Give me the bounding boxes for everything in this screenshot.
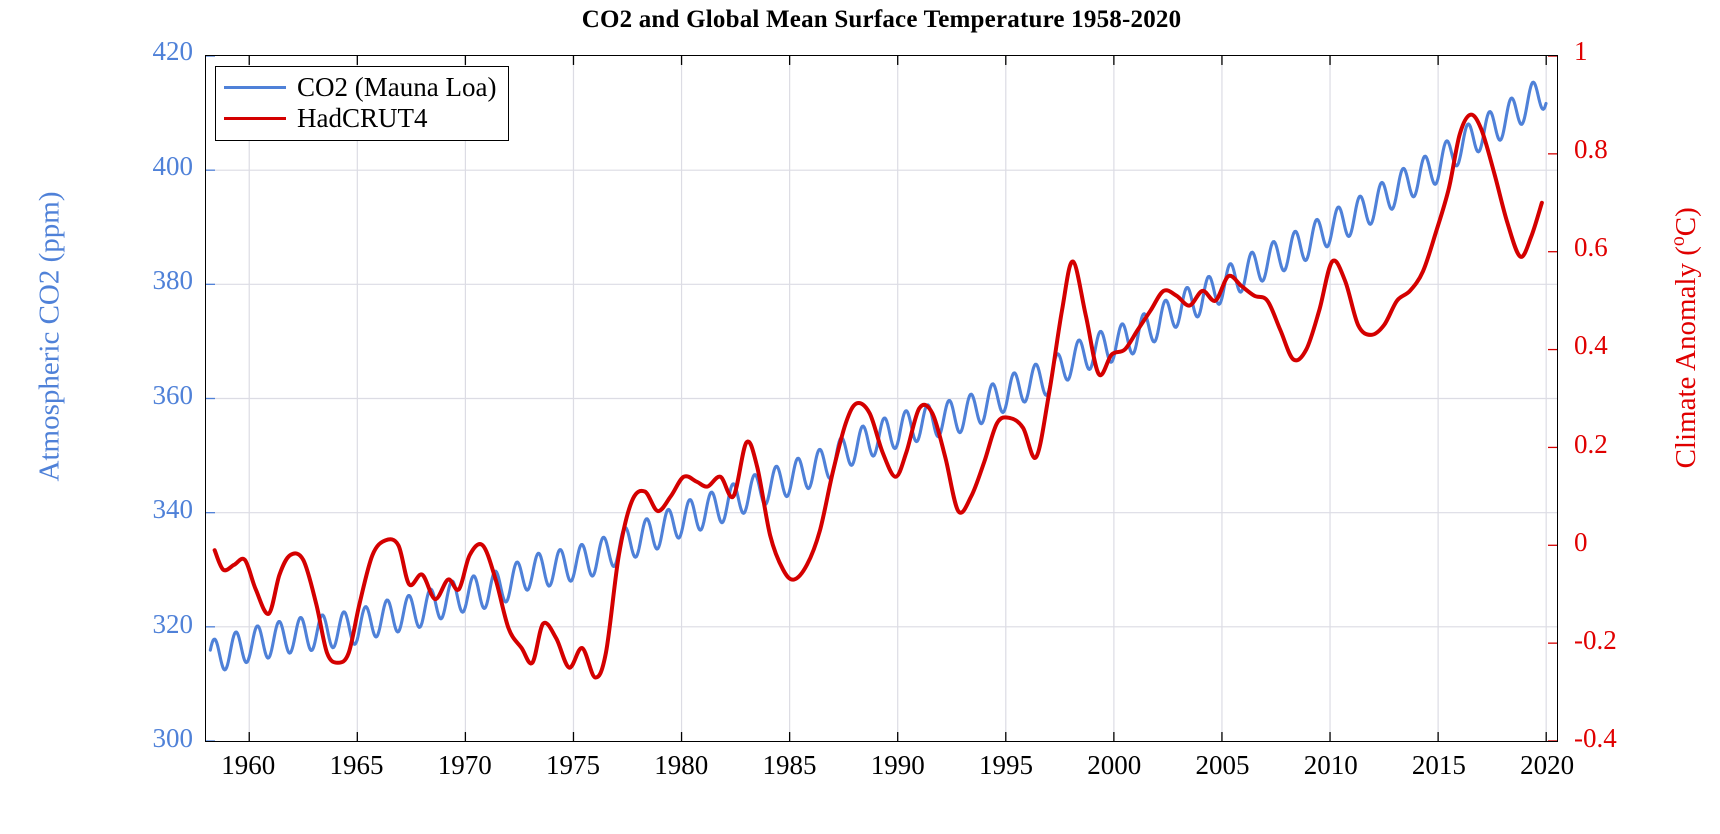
degree-symbol: o — [1667, 236, 1690, 247]
bottom-axis-tick-2020: 2020 — [1520, 750, 1575, 780]
hadcrut4-series-line — [212, 112, 1544, 680]
right-axis-tick-0p6: 0.6 — [1574, 232, 1608, 263]
legend-item-co2[interactable]: CO2 (Mauna Loa) — [224, 72, 496, 103]
right-axis-tick-neg0p2: -0.2 — [1574, 624, 1617, 655]
left-axis-tick-420: 420 — [152, 36, 194, 66]
left-axis-tick-360: 360 — [152, 379, 194, 410]
left-axis-tick-400: 400 — [152, 150, 194, 181]
bottom-axis-tick-1975: 1975 — [546, 750, 601, 780]
legend-swatch-hadcrut4 — [224, 117, 286, 120]
left-axis-tick-320: 320 — [152, 608, 194, 639]
bottom-axis-tick-1990: 1990 — [870, 750, 925, 780]
bottom-axis-tick-2010: 2010 — [1303, 750, 1358, 780]
bottom-axis-tick-1960: 1960 — [221, 750, 276, 780]
right-axis-title: Climate Anomaly (oC) — [1667, 108, 1703, 568]
gridlines — [206, 56, 1557, 741]
right-axis-tick-1: 1 — [1574, 36, 1588, 66]
bottom-axis-tick-2000: 2000 — [1087, 750, 1142, 780]
legend-label-hadcrut4: HadCRUT4 — [297, 103, 428, 133]
legend-label-co2: CO2 (Mauna Loa) — [297, 72, 497, 102]
bottom-axis-tick-2015: 2015 — [1411, 750, 1466, 780]
chart-legend[interactable]: CO2 (Mauna Loa) HadCRUT4 — [215, 66, 510, 141]
bottom-axis-tick-2005: 2005 — [1195, 750, 1250, 780]
bottom-axis-tick-1980: 1980 — [654, 750, 709, 780]
bottom-axis-tick-1995: 1995 — [978, 750, 1033, 780]
axis-tick-marks — [206, 56, 1557, 741]
left-axis-title: Atmospheric CO2 (ppm) — [33, 191, 66, 482]
bottom-axis-tick-1970: 1970 — [437, 750, 492, 780]
left-axis-tick-340: 340 — [152, 494, 194, 524]
bottom-axis-tick-1965: 1965 — [329, 750, 384, 780]
right-axis-title-tail: C) — [1669, 207, 1702, 237]
plot-area — [205, 55, 1558, 742]
legend-swatch-co2 — [224, 86, 286, 89]
bottom-axis-tick-1985: 1985 — [762, 750, 817, 780]
chart-title: CO2 and Global Mean Surface Temperature … — [581, 6, 1182, 33]
left-axis-tick-380: 380 — [152, 265, 194, 295]
right-axis-tick-neg0p4: -0.4 — [1574, 723, 1617, 753]
plot-svg — [206, 56, 1557, 741]
right-axis-tick-0p8: 0.8 — [1574, 134, 1608, 165]
right-axis-tick-0: 0 — [1574, 526, 1588, 557]
right-axis-tick-0p2: 0.2 — [1574, 428, 1608, 459]
left-axis-tick-300: 300 — [152, 723, 194, 753]
right-axis-tick-0p4: 0.4 — [1574, 330, 1608, 361]
legend-item-hadcrut4[interactable]: HadCRUT4 — [224, 103, 496, 134]
right-axis-title-main: Climate Anomaly ( — [1669, 246, 1702, 469]
